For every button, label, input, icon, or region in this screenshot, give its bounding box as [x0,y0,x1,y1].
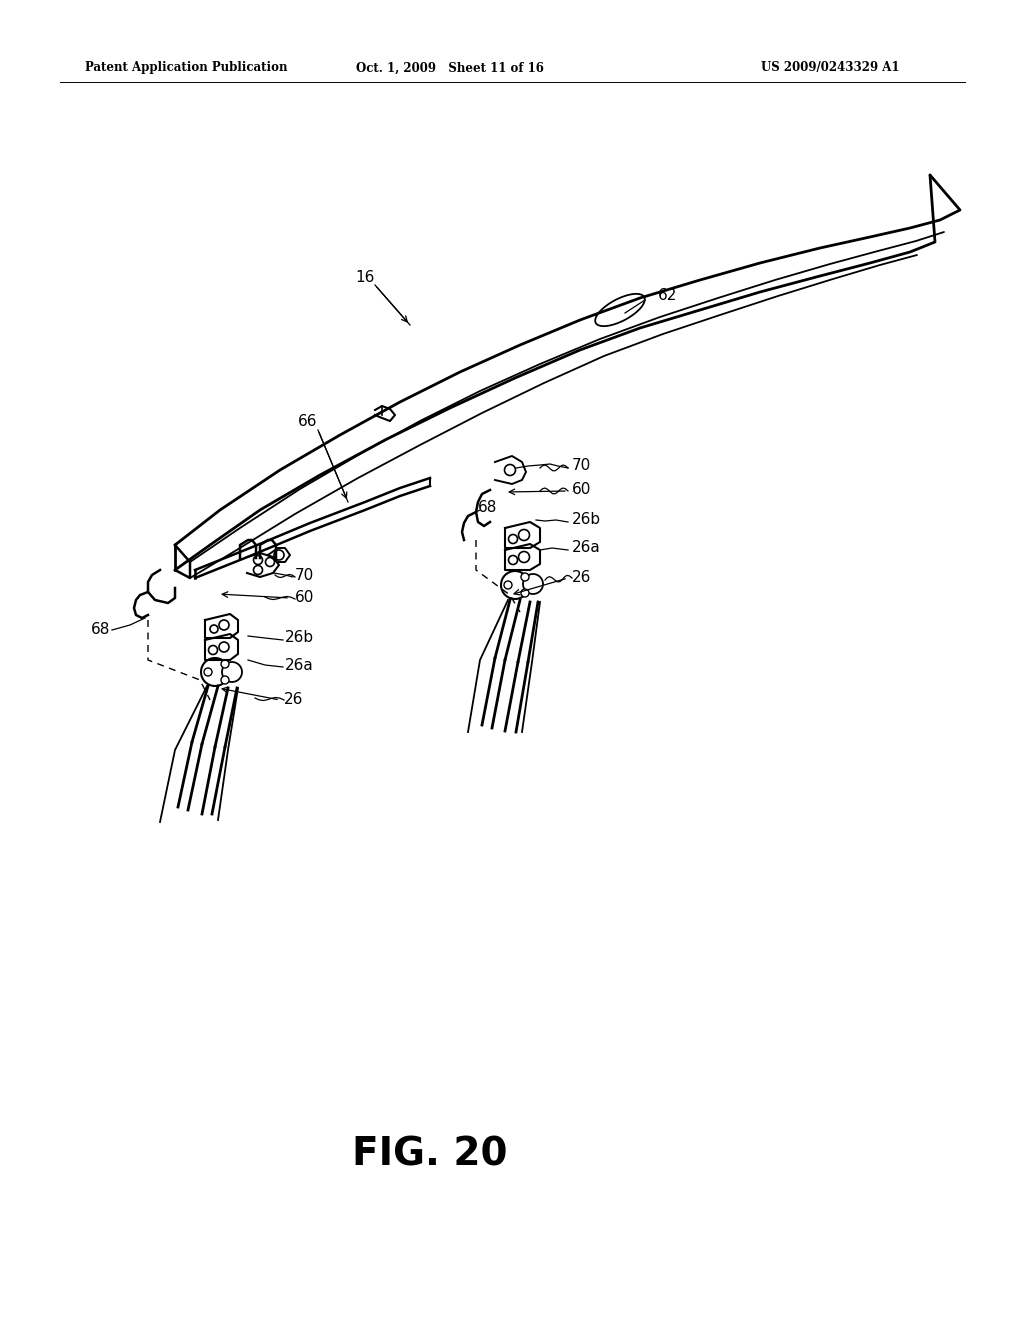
Text: 26a: 26a [572,540,601,556]
Circle shape [523,574,543,594]
Circle shape [504,581,512,589]
Text: 16: 16 [355,269,375,285]
Circle shape [219,642,229,652]
Text: 60: 60 [295,590,314,606]
Text: 26b: 26b [572,512,601,528]
Circle shape [274,550,284,560]
Text: 66: 66 [298,414,317,429]
Text: US 2009/0243329 A1: US 2009/0243329 A1 [761,62,899,74]
Circle shape [518,529,529,540]
Text: 68: 68 [91,623,110,638]
Text: 70: 70 [295,568,314,582]
Circle shape [265,557,274,566]
Text: 26: 26 [572,570,592,586]
Circle shape [204,668,212,676]
Circle shape [201,657,229,686]
Circle shape [509,556,517,565]
Text: 60: 60 [572,483,592,498]
Circle shape [210,624,218,634]
Text: 68: 68 [478,500,498,516]
Circle shape [221,660,229,668]
Circle shape [254,556,262,565]
Text: 26a: 26a [285,657,313,672]
Circle shape [505,465,515,475]
Text: FIG. 20: FIG. 20 [352,1137,508,1173]
Circle shape [209,645,217,655]
Circle shape [219,620,229,630]
Circle shape [521,573,529,581]
Circle shape [221,676,229,684]
Text: Patent Application Publication: Patent Application Publication [85,62,288,74]
Text: 26: 26 [284,693,303,708]
Circle shape [254,565,262,574]
Circle shape [518,552,529,562]
Circle shape [521,589,529,597]
Circle shape [501,572,529,599]
Circle shape [222,663,242,682]
Circle shape [509,535,517,544]
Text: Oct. 1, 2009   Sheet 11 of 16: Oct. 1, 2009 Sheet 11 of 16 [356,62,544,74]
Text: 70: 70 [572,458,591,474]
Text: 62: 62 [658,288,677,302]
Text: 26b: 26b [285,631,314,645]
